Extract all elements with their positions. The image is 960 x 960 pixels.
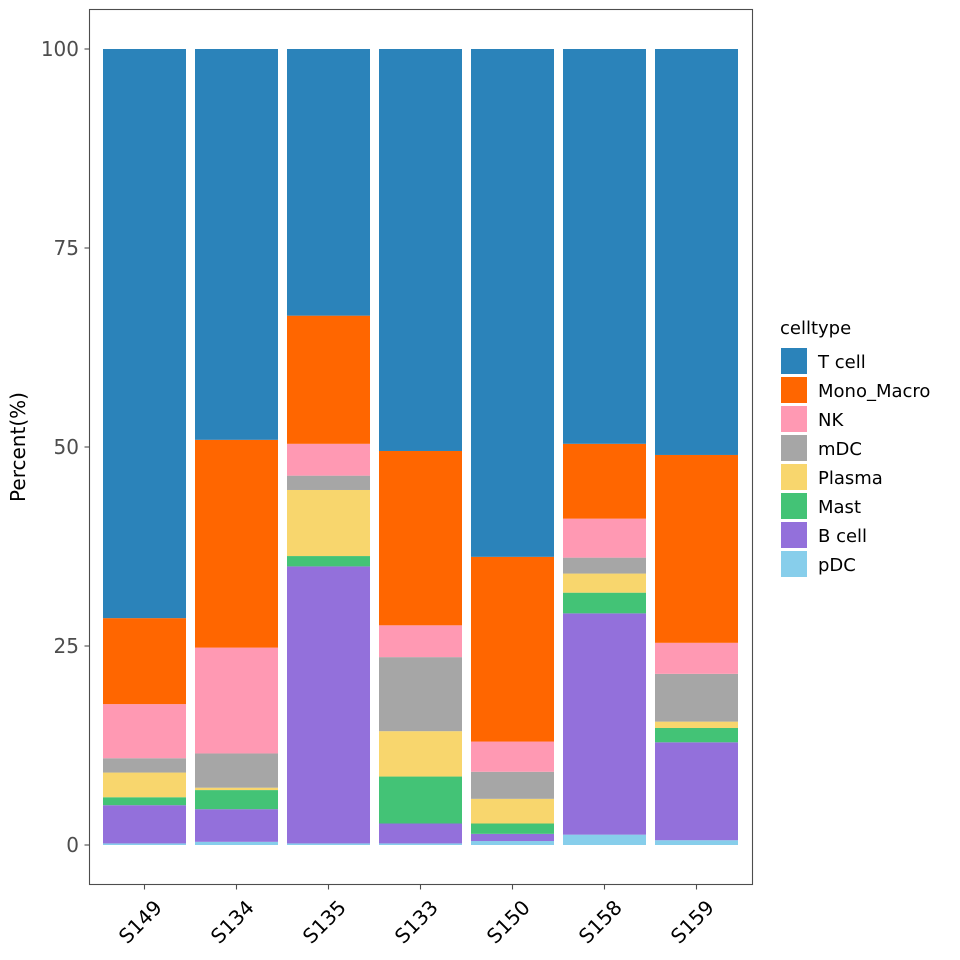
x-tick-label: S134 [206,895,259,948]
legend-item: Mast [781,493,861,519]
bar-segment-S159-b-cell [655,742,738,841]
bar-segment-S135-plasma [287,489,370,557]
bar-segment-S133-pdc [379,843,462,845]
bar-segment-S134-mono-macro [195,439,278,648]
legend-item: T cell [781,348,866,374]
legend-swatch [781,435,807,461]
legend-swatch [781,551,807,577]
bar-segment-S133-t-cell [379,49,462,451]
bar-segment-S133-b-cell [379,823,462,844]
bar-segment-S135-mdc [287,475,370,490]
legend-swatch [781,522,807,548]
bar-segment-S134-plasma [195,787,278,791]
bar-segment-S158-plasma [563,573,646,593]
bar-segment-S149-mdc [103,758,186,773]
legend-item: Mono_Macro [781,377,930,403]
bar-segment-S133-plasma [379,731,462,777]
y-tick-label: 0 [66,833,79,857]
legend-swatch [781,406,807,432]
legend-swatch [781,464,807,490]
bar-segment-S150-mono-macro [471,556,554,742]
legend-label: Mono_Macro [818,381,930,402]
legend-label: NK [818,410,844,431]
bar-segment-S150-plasma [471,798,554,824]
bar-segment-S134-mdc [195,753,278,788]
legend-item: Plasma [781,464,883,490]
legend-item: NK [781,406,844,432]
x-tick-label: S133 [390,895,443,948]
bar-segment-S150-mast [471,823,554,834]
y-tick-label: 50 [54,435,79,459]
bar-segment-S149-t-cell [103,49,186,619]
legend-label: Plasma [818,468,883,489]
bar-segment-S149-mast [103,797,186,806]
bar-segment-S159-mono-macro [655,454,738,643]
x-tick-label: S150 [482,895,535,948]
legend-item: pDC [781,551,856,577]
bar-segment-S158-pdc [563,834,646,845]
legend-title: celltype [780,318,851,339]
bar-segment-S150-pdc [471,841,554,845]
bar-segment-S134-mast [195,790,278,810]
y-tick-label: 100 [41,37,79,61]
bar-segment-S133-mast [379,776,462,824]
y-axis-title: Percent(%) [6,392,30,502]
bar-segment-S133-mdc [379,657,462,732]
bar-segment-S149-nk [103,704,186,759]
bar-segment-S159-mast [655,727,738,743]
bar-segment-S159-nk [655,642,738,674]
legend-swatch [781,493,807,519]
bar-segment-S133-nk [379,625,462,658]
bar-segment-S135-b-cell [287,566,370,844]
bar-segment-S134-b-cell [195,809,278,842]
legend: celltype T cell Mono_Macro NK mDC Plasma Mast… [780,318,930,577]
bar-segment-S150-mdc [471,771,554,799]
legend-label: Mast [818,497,861,518]
y-axis: 0 25 50 75 100 [41,37,90,857]
bar-segment-S134-t-cell [195,49,278,440]
bar-segment-S149-plasma [103,772,186,798]
bar-segment-S159-t-cell [655,49,738,455]
bar-segment-S158-b-cell [563,613,646,835]
bar-segment-S150-nk [471,741,554,772]
bar-segment-S158-mono-macro [563,443,646,519]
legend-item: B cell [781,522,867,548]
bar-segment-S135-pdc [287,843,370,845]
bar-segment-S134-pdc [195,841,278,845]
bar-segment-S135-mono-macro [287,315,370,444]
bar-segment-S135-nk [287,443,370,476]
legend-swatch [781,377,807,403]
x-tick-label: S158 [574,895,627,948]
legend-label: B cell [818,526,867,547]
bar-segment-S133-mono-macro [379,450,462,626]
bar-segment-S159-pdc [655,840,738,845]
bar-segment-S149-mono-macro [103,618,186,705]
bar-segment-S134-nk [195,647,278,754]
x-tick-label: S149 [114,895,167,948]
legend-label: mDC [818,439,862,460]
bar-segment-S150-t-cell [471,49,554,557]
legend-item: mDC [781,435,862,461]
x-axis: S149 S134 S135 S133 S150 S158 S159 [114,884,719,948]
bar-segment-S149-pdc [103,843,186,845]
bar-segment-S159-plasma [655,721,738,728]
bar-segment-S135-mast [287,556,370,567]
y-tick-label: 75 [54,236,79,260]
bar-segment-S150-b-cell [471,833,554,842]
bar-segment-S149-b-cell [103,805,186,844]
bar-segment-S158-mast [563,592,646,614]
bar-segment-S135-t-cell [287,49,370,316]
legend-swatch [781,348,807,374]
legend-label: pDC [818,555,856,576]
bar-segment-S158-mdc [563,557,646,574]
y-tick-label: 25 [54,634,79,658]
bar-segment-S158-t-cell [563,49,646,444]
bar-segment-S159-mdc [655,673,738,722]
legend-label: T cell [817,352,866,373]
bars-layer [103,49,738,845]
x-tick-label: S135 [298,895,351,948]
x-tick-label: S159 [666,895,719,948]
bar-segment-S158-nk [563,518,646,558]
